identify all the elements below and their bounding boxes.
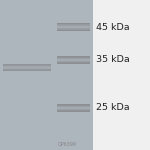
Bar (57, 110, 90, 111)
Bar (93, 0, 150, 150)
Bar (3, 70, 51, 71)
Bar (3, 66, 51, 67)
Bar (3, 68, 51, 69)
Text: QP6399: QP6399 (58, 142, 77, 147)
Bar (57, 62, 90, 63)
Bar (57, 111, 90, 112)
Bar (57, 109, 90, 110)
Bar (57, 29, 90, 30)
Bar (57, 26, 90, 27)
Bar (57, 57, 90, 58)
Bar (57, 58, 90, 59)
Bar (57, 61, 90, 62)
Bar (57, 25, 90, 26)
Bar (57, 106, 90, 107)
Bar (57, 24, 90, 25)
Bar (57, 56, 90, 57)
Text: 35 kDa: 35 kDa (96, 56, 130, 64)
Bar (3, 65, 51, 66)
Bar (57, 108, 90, 109)
Bar (3, 67, 51, 68)
Bar (57, 27, 90, 28)
Bar (3, 64, 51, 65)
Text: 25 kDa: 25 kDa (96, 103, 130, 112)
Bar (57, 23, 90, 24)
Bar (57, 105, 90, 106)
Bar (0, 0, 93, 150)
Bar (57, 63, 90, 64)
Text: 45 kDa: 45 kDa (96, 22, 130, 32)
Bar (57, 30, 90, 31)
Bar (3, 69, 51, 70)
Bar (57, 107, 90, 108)
Bar (57, 104, 90, 105)
Bar (57, 28, 90, 29)
Bar (57, 59, 90, 60)
Bar (57, 60, 90, 61)
